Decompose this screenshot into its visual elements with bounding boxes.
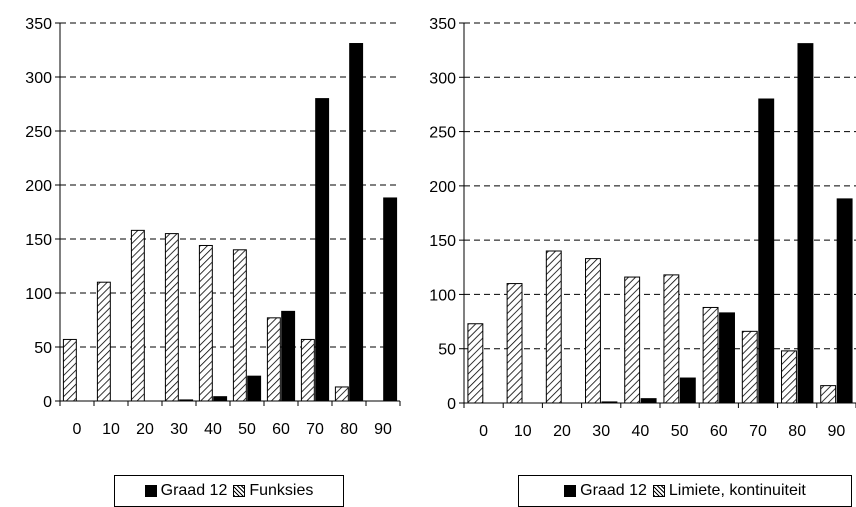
x-tick-label: 50	[671, 423, 689, 440]
bar-graad-12-60	[719, 312, 735, 404]
x-tick-label: 0	[479, 423, 488, 440]
y-tick-label: 50	[438, 342, 456, 359]
x-tick-label: 10	[514, 423, 532, 440]
bar-limiete-kontinuiteit-20	[545, 250, 562, 404]
x-tick-label: 90	[374, 421, 392, 438]
x-tick-label: 70	[306, 421, 324, 438]
bar-limiete-kontinuiteit-70	[741, 330, 758, 404]
legend-limiete: Graad 12 Limiete, kontinuiteit	[518, 475, 852, 507]
bar-graad-12-70	[315, 98, 330, 402]
x-tick-label: 20	[553, 423, 571, 440]
bar-graad-12-40	[213, 396, 228, 402]
y-tick-label: 100	[429, 287, 456, 304]
bar-funksies-20	[130, 229, 145, 402]
bar-funksies-70	[300, 338, 315, 402]
x-tick-label: 30	[592, 423, 610, 440]
bar-funksies-40	[198, 244, 213, 402]
x-tick-label: 90	[828, 423, 846, 440]
bar-funksies-50	[232, 249, 247, 402]
y-tick-label: 300	[429, 70, 456, 87]
y-tick-label: 150	[25, 232, 52, 249]
bar-limiete-kontinuiteit-90	[820, 385, 837, 404]
x-tick-label: 0	[73, 421, 82, 438]
x-tick-label: 80	[340, 421, 358, 438]
chart-funksies: 0 50 100 150 200 250 300 350 0 10 20 30 40 50 60 70 80 90	[25, 16, 401, 438]
bar-limiete-kontinuiteit-60	[702, 306, 719, 404]
y-tick-label: 250	[25, 124, 52, 141]
bar-funksies-60	[266, 317, 281, 402]
legend-funksies: Graad 12 Funksies	[114, 475, 344, 507]
bar-graad-12-50	[247, 375, 262, 402]
legend-label-funksies: Funksies	[249, 482, 314, 499]
legend-swatch-solid-icon	[564, 485, 577, 497]
x-tick-label: 60	[710, 423, 728, 440]
bar-graad-12-70	[758, 98, 775, 404]
x-tick-label: 20	[136, 421, 154, 438]
x-tick-label: 10	[102, 421, 120, 438]
y-tick-label: 100	[25, 286, 52, 303]
y-tick-label: 0	[447, 396, 456, 413]
bar-limiete-kontinuiteit-0	[467, 323, 484, 404]
bar-funksies-80	[334, 386, 349, 402]
x-tick-label: 80	[788, 423, 806, 440]
y-tick-label: 350	[429, 16, 456, 33]
legend-swatch-solid-icon	[144, 485, 157, 497]
bar-graad-12-90	[383, 197, 398, 402]
bar-limiete-kontinuiteit-40	[624, 276, 641, 404]
legend-label-limiete: Limiete, kontinuiteit	[668, 482, 806, 499]
y-tick-label: 200	[25, 178, 52, 195]
bar-limiete-kontinuiteit-80	[781, 350, 797, 404]
bar-graad-12-90	[836, 198, 853, 404]
bar-limiete-kontinuiteit-10	[506, 283, 523, 404]
bar-limiete-kontinuiteit-30	[585, 258, 601, 404]
bar-funksies-0	[62, 338, 77, 402]
bar-graad-12-80	[349, 43, 364, 402]
y-tick-label: 250	[429, 125, 456, 142]
y-tick-label: 350	[25, 16, 52, 33]
bar-graad-12-50	[679, 377, 696, 404]
chart-limiete: 0 50 100 150 200 250 300 350 0 10 20 30 40 50 60 70 80 90	[429, 16, 856, 440]
y-tick-label: 150	[429, 233, 456, 250]
bar-funksies-30	[164, 233, 179, 402]
x-tick-label: 70	[749, 423, 767, 440]
legend-swatch-hatch-icon	[652, 485, 665, 497]
y-tick-label: 300	[25, 70, 52, 87]
legend-label-graad12: Graad 12	[580, 482, 647, 499]
x-tick-label: 30	[170, 421, 188, 438]
bar-graad-12-40	[640, 398, 657, 404]
y-tick-label: 0	[43, 394, 52, 411]
legend-label-graad12: Graad 12	[160, 482, 228, 499]
bar-graad-12-60	[281, 310, 296, 402]
y-tick-label: 50	[34, 340, 52, 357]
x-tick-label: 60	[272, 421, 290, 438]
y-tick-label: 200	[429, 179, 456, 196]
x-tick-label: 40	[632, 423, 650, 440]
bar-limiete-kontinuiteit-50	[663, 274, 680, 404]
x-tick-label: 50	[238, 421, 256, 438]
bar-funksies-10	[96, 281, 111, 402]
bar-graad-12-80	[797, 43, 814, 404]
x-tick-label: 40	[204, 421, 222, 438]
legend-swatch-hatch-icon	[233, 485, 246, 497]
